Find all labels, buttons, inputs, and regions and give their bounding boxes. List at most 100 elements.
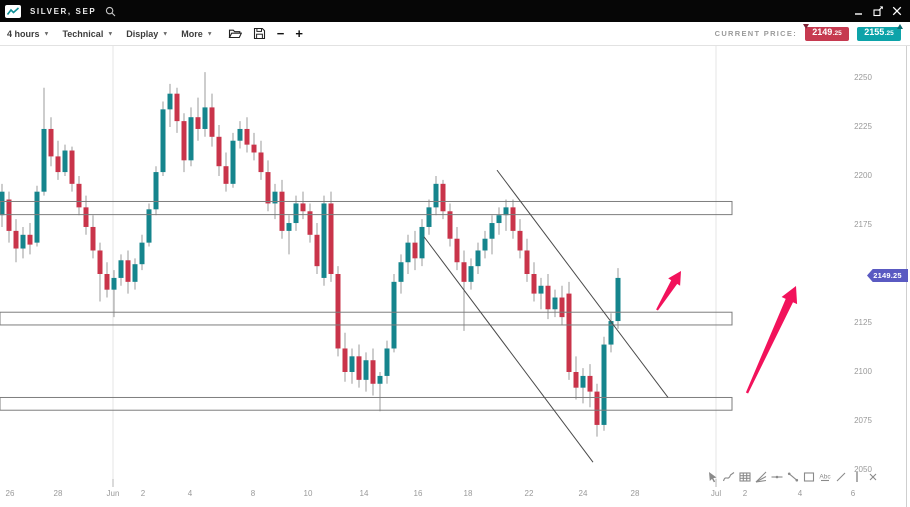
time-axis-label: 24 [578, 489, 588, 498]
candle-down [531, 274, 537, 294]
candle-up [601, 344, 607, 425]
price-zone[interactable] [0, 200, 733, 216]
search-icon[interactable] [105, 6, 116, 17]
time-axis-label: 2 [742, 489, 748, 498]
pointer-tool-icon[interactable] [706, 470, 720, 484]
candle-down [104, 274, 110, 290]
restore-icon[interactable] [872, 5, 884, 17]
candle-down [69, 150, 75, 184]
price-zone[interactable] [0, 311, 733, 326]
price-axis-label: 2050 [854, 465, 872, 474]
candle-up [139, 242, 145, 265]
candle-down [573, 372, 579, 388]
trendline[interactable] [496, 169, 669, 398]
candle-up [489, 223, 495, 239]
display-dropdown[interactable]: Display ▼ [126, 29, 168, 39]
folder-open-icon[interactable] [228, 27, 242, 40]
candle-down [566, 293, 572, 372]
chevron-down-icon: ▼ [107, 31, 114, 37]
candle-up [132, 264, 138, 282]
candle-down [328, 203, 334, 274]
candle-up [482, 238, 488, 251]
candle-down [90, 226, 96, 251]
horizontal-line-tool-icon[interactable] [770, 470, 784, 484]
candle-down [258, 152, 264, 173]
candle-down [27, 234, 33, 245]
diagonal-line-tool-icon[interactable] [834, 470, 848, 484]
candle-down [6, 199, 12, 231]
annotation-arrow-up[interactable] [656, 271, 681, 311]
svg-text:Abc: Abc [819, 474, 831, 481]
current-price-group: CURRENT PRICE: 2149.25 2155.25 [714, 23, 903, 41]
trend-fan-tool-icon[interactable] [754, 470, 768, 484]
time-axis-label: 26 [5, 489, 15, 498]
candle-up [272, 191, 278, 204]
candle-up [230, 140, 236, 184]
candle-down [251, 144, 257, 153]
minimize-icon[interactable] [853, 5, 865, 17]
candle-down [447, 211, 453, 239]
technical-dropdown[interactable]: Technical ▼ [62, 29, 113, 39]
close-icon[interactable] [891, 5, 903, 17]
rectangle-tool-icon[interactable] [802, 470, 816, 484]
time-axis-label: 28 [53, 489, 63, 498]
trendline[interactable] [423, 236, 594, 463]
drawing-toolbar: Abc [706, 470, 880, 484]
titlebar: SILVER, SEP [0, 0, 910, 22]
more-dropdown[interactable]: More ▼ [181, 29, 212, 39]
candle-up [468, 266, 474, 282]
candle-up [188, 117, 194, 161]
candle-down [174, 93, 180, 122]
candle-up [167, 93, 173, 110]
candle-down [265, 172, 271, 204]
candle-up [153, 172, 159, 210]
candle-down [461, 262, 467, 282]
candle-down [559, 297, 565, 318]
candle-down [412, 242, 418, 259]
app-logo-icon [5, 4, 21, 18]
price-axis-label: 2250 [854, 73, 872, 82]
segment-tool-icon[interactable] [786, 470, 800, 484]
candle-down [55, 156, 61, 173]
candle-down [454, 238, 460, 263]
toolbar-divider [850, 470, 864, 484]
candle-up [146, 209, 152, 243]
price-zone[interactable] [0, 396, 733, 411]
candle-up [118, 260, 124, 278]
close-tool-icon[interactable] [866, 470, 880, 484]
chevron-down-icon: ▼ [162, 31, 169, 37]
candle-down [517, 230, 523, 251]
bid-price-int: 2149 [812, 26, 833, 37]
candle-down [370, 360, 376, 384]
time-axis-label: Jul [710, 489, 722, 498]
text-abc-tool-icon[interactable]: Abc [818, 470, 832, 484]
save-icon[interactable] [253, 27, 266, 40]
candle-up [0, 191, 5, 216]
candle-up [538, 285, 544, 294]
timeframe-dropdown[interactable]: 4 hours ▼ [7, 29, 49, 39]
candle-up [503, 207, 509, 216]
candle-up [34, 191, 40, 243]
candle-up [475, 250, 481, 267]
annotation-arrow-up[interactable] [745, 286, 798, 394]
grid-tool-icon[interactable] [738, 470, 752, 484]
candle-down [279, 191, 285, 231]
candle-down [244, 128, 250, 145]
candle-down [307, 211, 313, 235]
candle-up [321, 203, 327, 278]
candle-down [216, 136, 222, 167]
candle-down [125, 260, 131, 282]
candle-up [615, 277, 621, 322]
candle-up [20, 234, 26, 249]
candle-up [398, 262, 404, 282]
chevron-down-icon: ▼ [206, 31, 213, 37]
elbow-line-tool-icon[interactable] [722, 470, 736, 484]
zoom-out-button[interactable]: − [276, 25, 285, 41]
candle-down [510, 207, 516, 231]
time-axis-label: 16 [413, 489, 423, 498]
price-axis-label: 2200 [854, 171, 872, 180]
current-price-label: CURRENT PRICE: [714, 29, 797, 38]
candle-down [440, 183, 446, 212]
zoom-in-button[interactable]: + [295, 25, 303, 41]
time-axis-label: 6 [850, 489, 856, 498]
